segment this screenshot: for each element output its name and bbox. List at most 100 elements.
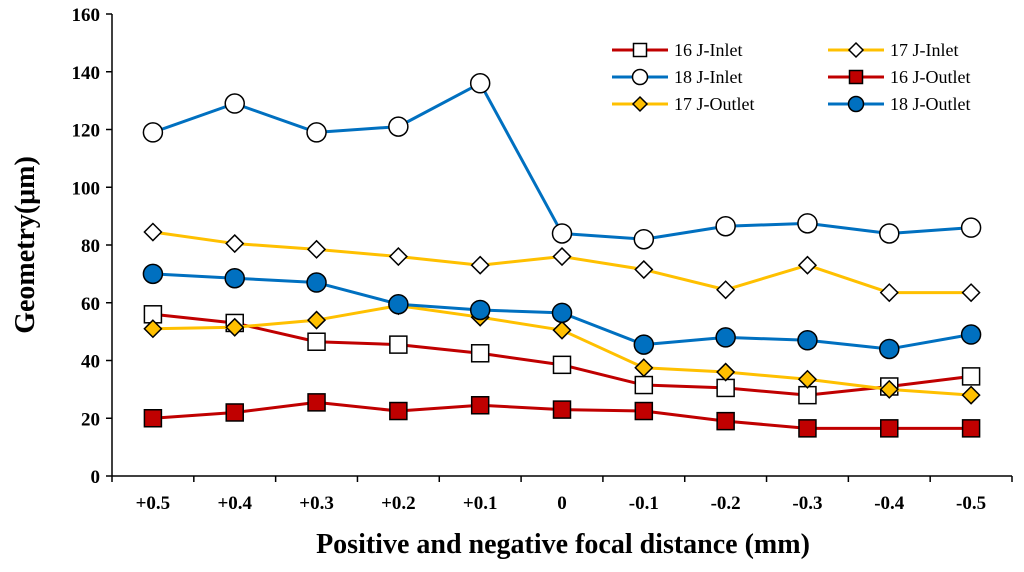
- data-point: [225, 317, 245, 337]
- y-tick-label: 0: [91, 467, 101, 488]
- data-point: [389, 401, 408, 421]
- data-point: [961, 367, 981, 386]
- y-tick-label: 20: [81, 409, 100, 430]
- data-point: [306, 310, 327, 330]
- legend-entry: 16 J-Outlet: [828, 67, 971, 87]
- data-point: [797, 330, 818, 351]
- legend-marker: [631, 68, 649, 86]
- data-point: [634, 358, 654, 378]
- data-point: [388, 116, 409, 137]
- data-point: [879, 338, 900, 360]
- data-point: [960, 217, 982, 238]
- legend-marker: [632, 42, 648, 58]
- axes: 0 20 40 60 80 100 120 140 160 +0.5 +0.4 +0.3 +0.2 +0.…: [72, 5, 1013, 514]
- legend-label: 17 J-Inlet: [890, 40, 958, 60]
- x-tick-label: -0.5: [956, 493, 986, 514]
- x-tick-label: +0.3: [299, 493, 334, 514]
- data-point: [552, 320, 572, 340]
- legend-marker: [848, 69, 864, 85]
- legend-label: 18 J-Inlet: [674, 67, 742, 87]
- data-point: [470, 255, 490, 275]
- data-point: [469, 299, 491, 321]
- legend-entry: 17 J-Inlet: [828, 40, 958, 60]
- data-point: [388, 293, 409, 315]
- x-tick-label: -0.3: [792, 493, 822, 514]
- data-point: [715, 327, 736, 348]
- data-point: [879, 379, 899, 399]
- data-point: [388, 246, 408, 267]
- x-tick-label: +0.2: [381, 493, 416, 514]
- data-point: [306, 272, 327, 293]
- data-point: [880, 419, 899, 438]
- data-point: [225, 233, 245, 254]
- series-layer: [142, 73, 982, 438]
- data-point: [634, 375, 654, 395]
- data-point: [143, 409, 163, 428]
- data-point: [960, 324, 982, 345]
- data-point: [552, 400, 572, 419]
- data-point: [716, 378, 735, 398]
- data-point: [142, 122, 164, 143]
- x-axis-title: Positive and negative focal distance (mm…: [316, 529, 810, 560]
- data-point: [634, 401, 654, 421]
- data-point: [715, 215, 736, 237]
- data-point: [551, 302, 573, 324]
- data-point: [469, 73, 491, 94]
- y-tick-label: 40: [81, 352, 100, 373]
- data-point: [224, 93, 245, 114]
- data-point: [798, 419, 817, 438]
- y-tick-label: 80: [81, 236, 100, 257]
- series-16-j-inlet: [143, 305, 981, 405]
- data-point: [633, 228, 655, 250]
- legend-marker: [847, 95, 865, 113]
- x-tick-label: -0.1: [629, 493, 659, 514]
- y-tick-label: 140: [72, 63, 101, 84]
- x-tick-label: +0.5: [136, 493, 171, 514]
- legend: 16 J-Inlet 17 J-Inlet 18 J-Inlet 16 J-Outle…: [612, 40, 971, 114]
- legend-entry: 17 J-Outlet: [612, 94, 755, 114]
- legend-label: 16 J-Inlet: [674, 40, 742, 60]
- data-point: [470, 396, 490, 415]
- y-tick-label: 100: [72, 178, 101, 199]
- data-point: [307, 393, 326, 412]
- series-17-j-inlet: [143, 222, 981, 303]
- data-point: [879, 223, 900, 244]
- data-point: [224, 267, 245, 289]
- legend-marker: [847, 41, 865, 59]
- data-point: [470, 344, 490, 363]
- legend-label: 16 J-Outlet: [890, 67, 971, 87]
- data-point: [797, 213, 818, 234]
- data-point: [961, 419, 981, 438]
- data-point: [633, 334, 655, 355]
- data-point: [143, 319, 163, 339]
- legend-label: 18 J-Outlet: [890, 94, 971, 114]
- data-point: [797, 255, 818, 275]
- y-tick-label: 160: [72, 5, 101, 26]
- data-point: [716, 280, 736, 300]
- legend-marker: [631, 95, 649, 113]
- y-axis-title: Geometry(μm): [10, 156, 41, 334]
- data-point: [306, 122, 327, 143]
- legend-entry: 16 J-Inlet: [612, 40, 742, 60]
- data-point: [961, 283, 981, 303]
- series-16-j-outlet: [143, 393, 981, 438]
- data-point: [716, 411, 735, 431]
- data-point: [551, 223, 573, 244]
- series-18-j-inlet: [142, 73, 982, 250]
- data-point: [143, 222, 163, 242]
- data-point: [142, 263, 164, 285]
- data-point: [225, 403, 244, 422]
- y-tick-label: 120: [72, 121, 101, 142]
- x-tick-label: +0.1: [463, 493, 498, 514]
- data-point: [797, 369, 818, 389]
- legend-entry: 18 J-Outlet: [828, 94, 971, 114]
- data-point: [552, 246, 572, 267]
- legend-entry: 18 J-Inlet: [612, 67, 742, 87]
- data-point: [307, 332, 326, 351]
- x-tick-label: -0.4: [874, 493, 905, 514]
- data-point: [961, 385, 981, 405]
- data-point: [879, 283, 899, 303]
- series-18-j-outlet: [142, 263, 982, 360]
- data-point: [716, 362, 736, 382]
